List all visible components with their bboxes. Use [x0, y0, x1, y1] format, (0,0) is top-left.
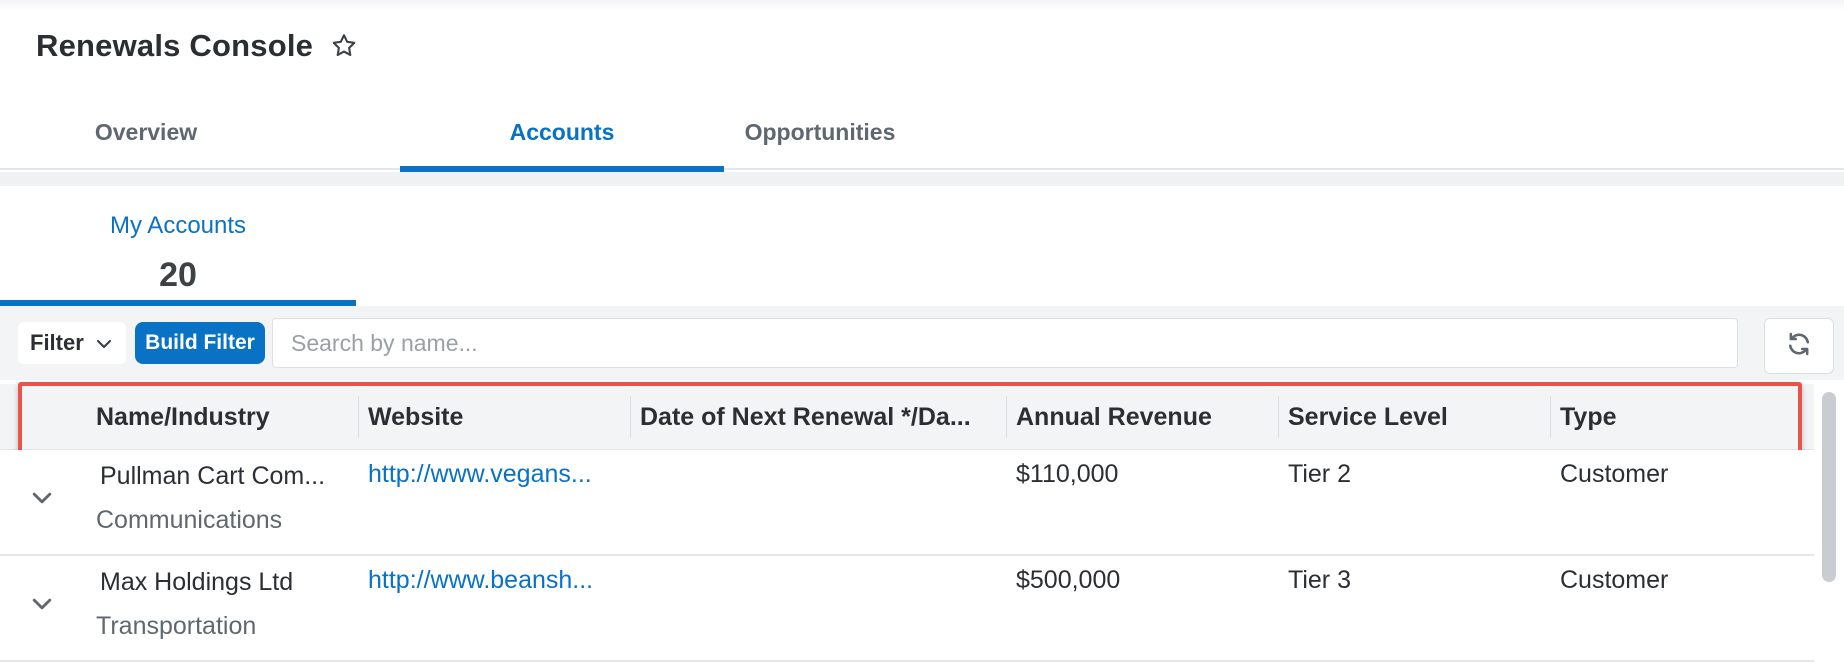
tab-accounts[interactable]: Accounts: [400, 100, 724, 172]
account-annual-revenue: $500,000: [1016, 566, 1121, 594]
account-service-level: Tier 3: [1288, 566, 1351, 594]
column-header-date-of-next-renewal[interactable]: Date of Next Renewal */Da...: [640, 402, 971, 431]
page-header: Renewals Console: [36, 24, 359, 68]
page-title: Renewals Console: [36, 28, 314, 63]
chevron-down-icon[interactable]: [26, 588, 58, 620]
table-row: Max Holdings Ltd Transportation http://w…: [0, 556, 1814, 662]
column-header-website[interactable]: Website: [368, 402, 464, 431]
subtab-label: My Accounts: [109, 212, 247, 239]
account-website-link[interactable]: http://www.vegans...: [368, 460, 592, 488]
column-divider: [630, 396, 631, 438]
account-name[interactable]: Pullman Cart Com...: [100, 462, 326, 490]
search-input[interactable]: [272, 318, 1738, 368]
column-header-name-industry[interactable]: Name/Industry: [96, 402, 270, 431]
refresh-button[interactable]: [1764, 318, 1834, 374]
filter-dropdown[interactable]: Filter: [18, 322, 126, 364]
account-name[interactable]: Max Holdings Ltd: [100, 568, 294, 596]
account-type: Customer: [1560, 566, 1669, 594]
account-annual-revenue: $110,000: [1016, 460, 1119, 488]
refresh-icon: [1785, 330, 1813, 363]
star-icon[interactable]: [329, 31, 359, 61]
filter-label: Filter: [30, 330, 84, 355]
chevron-down-icon: [94, 334, 114, 360]
build-filter-button[interactable]: Build Filter: [135, 322, 265, 364]
subtab-count: 20: [159, 256, 197, 294]
column-divider: [1550, 396, 1551, 438]
account-industry: Communications: [96, 506, 283, 534]
table-row: Pullman Cart Com... Communications http:…: [0, 450, 1814, 556]
account-type: Customer: [1560, 460, 1669, 488]
column-header-annual-revenue[interactable]: Annual Revenue: [1016, 402, 1212, 431]
account-website-link[interactable]: http://www.beansh...: [368, 566, 594, 594]
top-strip: [0, 0, 1844, 10]
column-header-type[interactable]: Type: [1560, 402, 1617, 431]
scrollbar-thumb[interactable]: [1822, 392, 1836, 582]
table-header: Name/Industry Website Date of Next Renew…: [0, 384, 1814, 450]
console-tabs: Overview Accounts Opportunities: [0, 100, 1844, 172]
chevron-down-icon[interactable]: [26, 482, 58, 514]
tab-overview[interactable]: Overview: [94, 118, 198, 145]
account-industry: Transportation: [96, 612, 257, 640]
section-divider: [0, 172, 1844, 186]
column-divider: [1006, 396, 1007, 438]
subtab-my-accounts[interactable]: My Accounts 20: [0, 186, 356, 306]
tab-opportunities[interactable]: Opportunities: [744, 118, 896, 145]
account-service-level: Tier 2: [1288, 460, 1351, 488]
column-divider: [358, 396, 359, 438]
column-header-service-level[interactable]: Service Level: [1288, 402, 1448, 431]
list-toolbar: Filter Build Filter: [0, 306, 1844, 380]
column-divider: [1278, 396, 1279, 438]
